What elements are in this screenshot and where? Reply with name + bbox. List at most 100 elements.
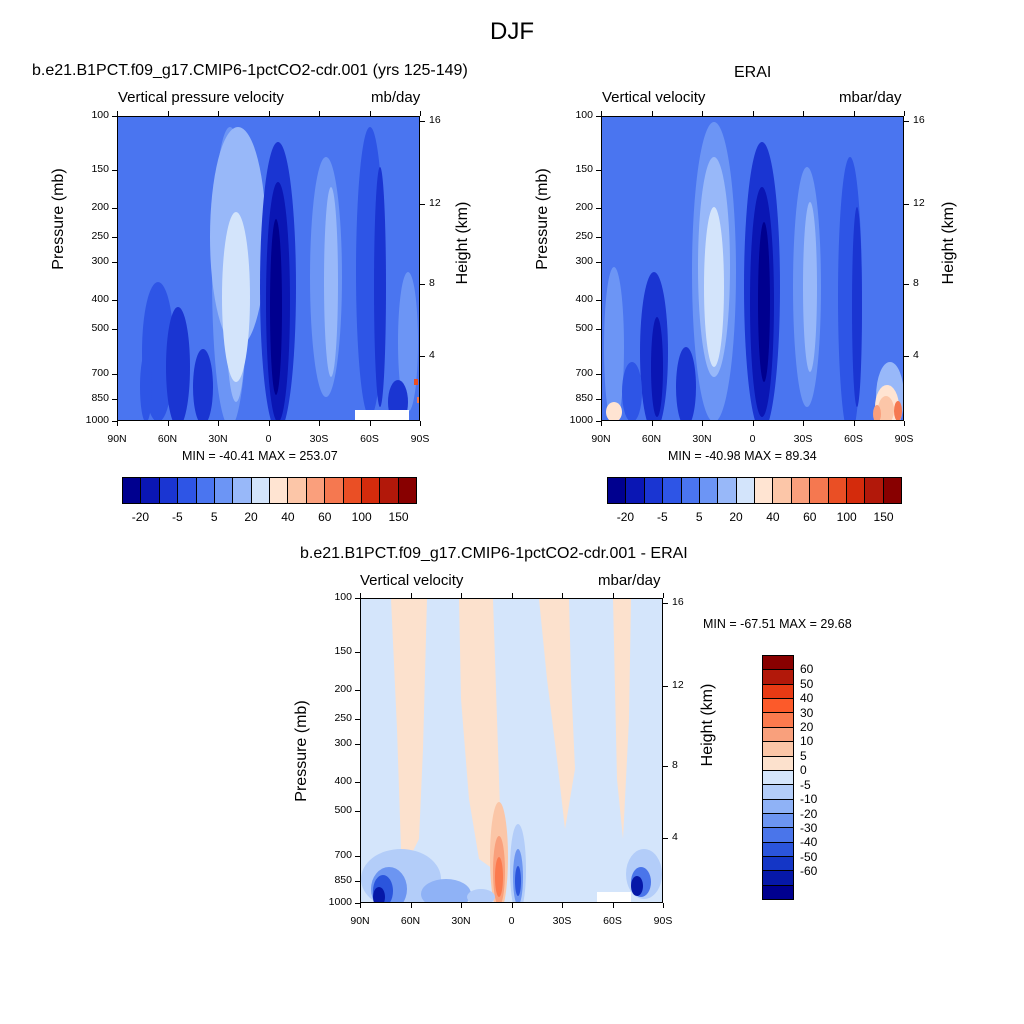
pressure-tick-label: 300 xyxy=(334,736,352,749)
height-tick-mark xyxy=(904,284,909,286)
colorbar-swatch xyxy=(214,478,234,503)
latitude-tick-label: 0 xyxy=(508,915,515,927)
latitude-tick-mark-top xyxy=(803,111,804,116)
plot-obs xyxy=(601,116,904,421)
colorbar-label: 5 xyxy=(695,510,703,524)
pressure-tick-mark xyxy=(112,399,117,401)
latitude-tick-mark-top xyxy=(218,111,219,116)
height-tick-label: 4 xyxy=(429,349,435,362)
pressure-tick-label: 500 xyxy=(575,322,593,335)
colorbar-swatch xyxy=(763,842,793,858)
latitude-tick-label: 60N xyxy=(157,433,178,445)
colorbar-label: 60 xyxy=(803,510,817,524)
colorbar-label: 40 xyxy=(281,510,295,524)
panel-obs-variable: Vertical velocity xyxy=(602,89,706,106)
height-tick-mark xyxy=(904,356,909,358)
latitude-tick-mark-top xyxy=(601,111,602,116)
y2-axis-title-diff: Height (km) xyxy=(699,683,716,767)
colorbar-swatch xyxy=(763,699,793,714)
pressure-tick-mark xyxy=(355,881,360,883)
colorbar-swatch xyxy=(736,478,755,503)
pressure-tick-label: 400 xyxy=(334,774,352,787)
colorbar-model xyxy=(122,477,417,504)
latitude-tick-mark xyxy=(410,903,412,908)
colorbar-swatch xyxy=(763,684,793,700)
latitude-tick-label: 30N xyxy=(208,433,228,445)
colorbar-swatch xyxy=(763,770,793,786)
pressure-tick-mark xyxy=(355,651,360,653)
colorbar-swatch xyxy=(763,756,793,771)
colorbar-swatch xyxy=(755,478,774,503)
plot-model xyxy=(117,116,420,421)
latitude-tick-mark-top xyxy=(167,111,169,116)
colorbar-swatch xyxy=(681,478,700,503)
latitude-tick-mark xyxy=(360,903,361,908)
pressure-tick-label: 700 xyxy=(334,848,352,861)
colorbar-label: 60 xyxy=(800,662,814,677)
colorbar-swatch xyxy=(361,478,381,503)
pressure-tick-mark xyxy=(596,207,601,209)
latitude-tick-mark-top xyxy=(461,593,462,598)
height-tick-mark xyxy=(420,204,425,206)
pressure-tick-label: 150 xyxy=(575,162,593,175)
colorbar-swatch xyxy=(644,478,664,503)
latitude-tick-mark xyxy=(601,421,602,426)
latitude-tick-mark xyxy=(663,903,664,908)
colorbar-swatch xyxy=(196,478,215,503)
y-axis-title-diff: Pressure (mb) xyxy=(293,700,310,802)
colorbar-swatch xyxy=(288,478,307,503)
pressure-tick-label: 100 xyxy=(91,109,109,121)
colorbar-swatch xyxy=(608,478,627,503)
latitude-tick-mark xyxy=(904,421,905,426)
latitude-tick-mark xyxy=(651,421,653,426)
height-tick-mark xyxy=(663,603,668,605)
pressure-tick-label: 300 xyxy=(91,254,109,267)
pressure-tick-label: 850 xyxy=(575,392,593,405)
latitude-tick-label: 0 xyxy=(265,433,272,445)
panel-model-variable: Vertical pressure velocity xyxy=(118,89,284,106)
pressure-tick-label: 100 xyxy=(334,591,352,603)
plot-obs-field xyxy=(602,117,903,420)
latitude-tick-mark xyxy=(369,421,371,426)
latitude-tick-label: 30S xyxy=(309,433,329,445)
latitude-tick-mark-top xyxy=(369,111,371,116)
panel-obs-minmax: MIN = -40.98 MAX = 89.34 xyxy=(668,449,817,463)
pressure-tick-mark xyxy=(112,329,117,331)
colorbar-swatch xyxy=(663,478,682,503)
colorbar-label: -30 xyxy=(800,820,818,835)
colorbar-swatch xyxy=(763,885,793,900)
latitude-tick-mark xyxy=(612,903,614,908)
pressure-tick-label: 400 xyxy=(91,292,109,305)
pressure-tick-mark xyxy=(355,598,360,599)
height-tick-mark xyxy=(420,356,425,358)
colorbar-label: 20 xyxy=(729,510,743,524)
latitude-tick-mark xyxy=(702,421,703,426)
colorbar-swatch xyxy=(398,478,416,503)
pressure-tick-label: 500 xyxy=(91,322,109,335)
latitude-tick-mark-top xyxy=(702,111,703,116)
colorbar-swatch xyxy=(159,478,179,503)
latitude-tick-mark xyxy=(319,421,320,426)
height-tick-mark xyxy=(663,838,668,840)
colorbar-swatch xyxy=(763,656,793,671)
pressure-tick-label: 150 xyxy=(334,644,352,657)
pressure-tick-mark xyxy=(596,116,601,117)
colorbar-label: 5 xyxy=(210,510,218,524)
colorbar-label: -20 xyxy=(800,806,818,821)
pressure-tick-mark xyxy=(112,261,117,263)
colorbar-swatch xyxy=(763,742,793,757)
height-tick-label: 12 xyxy=(913,197,925,210)
pressure-tick-label: 1000 xyxy=(569,414,593,426)
panel-model-units: mb/day xyxy=(371,89,421,106)
y-axis-title-obs: Pressure (mb) xyxy=(534,168,551,270)
colorbar-swatch xyxy=(123,478,142,503)
latitude-tick-mark-top xyxy=(319,111,320,116)
height-tick-label: 16 xyxy=(429,114,441,127)
colorbar-label: -40 xyxy=(800,835,818,850)
colorbar-label: 150 xyxy=(388,510,409,524)
colorbar-swatch xyxy=(773,478,792,503)
panel-model-minmax: MIN = -40.41 MAX = 253.07 xyxy=(182,449,338,463)
latitude-tick-mark xyxy=(117,421,118,426)
colorbar-swatch xyxy=(883,478,901,503)
latitude-tick-mark xyxy=(167,421,169,426)
